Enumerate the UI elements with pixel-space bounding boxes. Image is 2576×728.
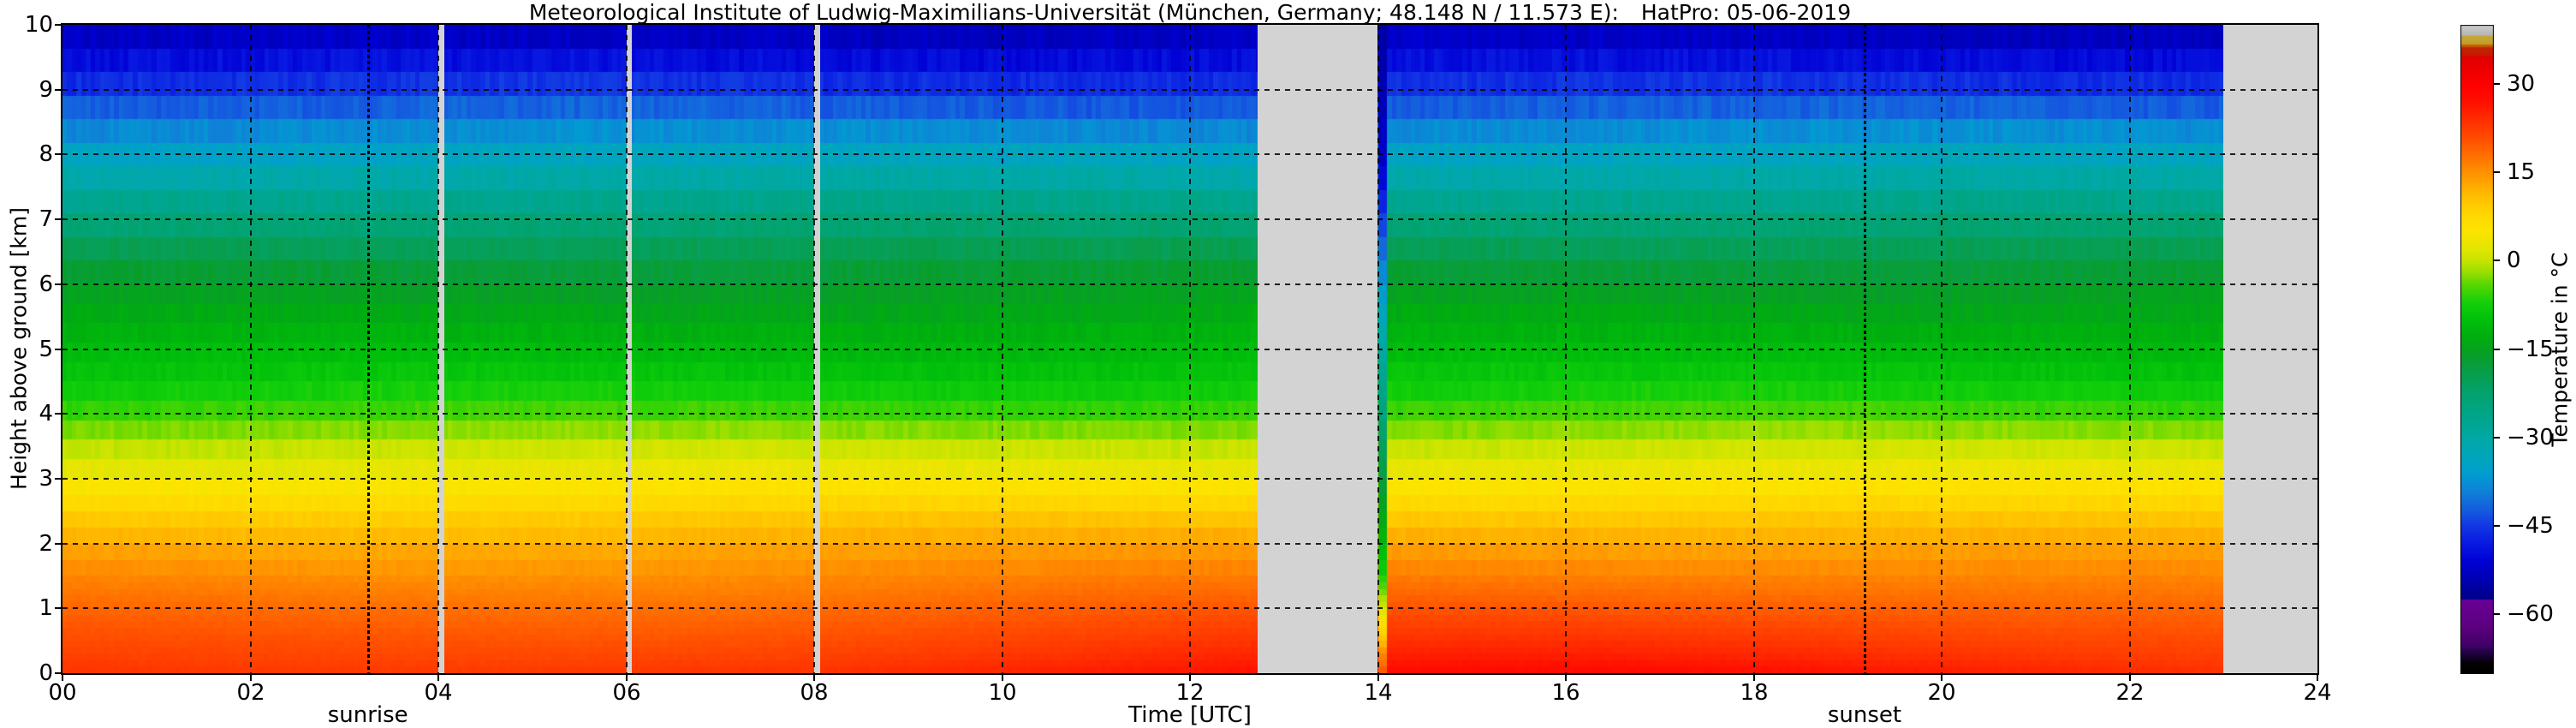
x-tick-label: 14	[1364, 680, 1393, 706]
sunset-line	[1864, 25, 1866, 673]
y-tick	[55, 607, 61, 609]
grid-line-horizontal	[62, 283, 2317, 285]
x-tick-label: 24	[2303, 680, 2332, 706]
y-tick	[55, 24, 61, 26]
y-tick-label: 0	[39, 660, 53, 686]
grid-line-horizontal	[62, 543, 2317, 545]
x-tick	[813, 675, 815, 681]
x-tick	[1753, 675, 1755, 681]
colorbar-tick-label: −45	[2507, 513, 2554, 539]
y-tick	[55, 413, 61, 415]
y-tick	[55, 283, 61, 285]
title-instrument: HatPro: 05-06-2019	[1640, 0, 1852, 25]
colorbar-canvas	[2460, 25, 2494, 674]
colorbar-tick	[2494, 613, 2500, 615]
title-institute: Meteorological Institute of Ludwig-Maxim…	[528, 0, 1619, 25]
colorbar-tick	[2494, 260, 2500, 261]
grid-line-horizontal	[62, 478, 2317, 480]
x-tick-label: 00	[48, 680, 77, 706]
x-tick	[1002, 675, 1003, 681]
x-tick-label: 16	[1551, 680, 1580, 706]
colorbar-tick	[2494, 437, 2500, 439]
x-tick-label: 08	[800, 680, 829, 706]
x-tick-label: 06	[612, 680, 641, 706]
colorbar-tick-label: 15	[2507, 159, 2536, 185]
y-tick-label: 3	[39, 466, 53, 492]
x-axis-label: Time [UTC]	[1128, 702, 1252, 728]
y-tick	[55, 672, 61, 674]
y-tick	[55, 153, 61, 155]
x-tick	[2317, 675, 2318, 681]
y-tick-label: 4	[39, 401, 53, 427]
y-tick-label: 8	[39, 141, 53, 167]
y-tick-label: 1	[39, 595, 53, 621]
colorbar-tick-label: 0	[2507, 248, 2521, 273]
x-tick-label: 22	[2115, 680, 2145, 706]
x-tick	[626, 675, 628, 681]
x-tick-label: 02	[236, 680, 265, 706]
x-tick-label: 04	[424, 680, 453, 706]
x-tick	[62, 675, 63, 681]
y-tick-label: 6	[39, 272, 53, 297]
y-tick	[55, 349, 61, 350]
grid-line-horizontal	[62, 413, 2317, 415]
x-tick	[1189, 675, 1191, 681]
colorbar-tick	[2494, 349, 2500, 350]
colorbar-tick-label: −60	[2507, 601, 2554, 627]
x-tick	[437, 675, 439, 681]
grid-line-horizontal	[62, 349, 2317, 350]
y-tick	[55, 218, 61, 220]
y-tick	[55, 89, 61, 91]
y-tick-label: 10	[24, 12, 53, 38]
grid-line-horizontal	[62, 89, 2317, 91]
sunset-label: sunset	[1827, 702, 1902, 728]
y-tick	[55, 478, 61, 480]
x-tick-label: 18	[1740, 680, 1769, 706]
sunrise-label: sunrise	[327, 702, 408, 728]
grid-line-horizontal	[62, 218, 2317, 220]
colorbar-tick-label: −30	[2507, 425, 2554, 451]
x-tick-label: 10	[988, 680, 1017, 706]
x-tick	[1377, 675, 1379, 681]
colorbar-tick-label: −15	[2507, 337, 2554, 362]
y-tick-label: 2	[39, 531, 53, 557]
colorbar-tick	[2494, 171, 2500, 173]
y-tick	[55, 543, 61, 545]
grid-line-horizontal	[62, 153, 2317, 155]
x-tick-label: 12	[1175, 680, 1205, 706]
y-tick-label: 9	[39, 77, 53, 103]
x-tick	[1941, 675, 1942, 681]
colorbar-tick	[2494, 83, 2500, 85]
y-tick-label: 5	[39, 337, 53, 362]
x-tick	[2129, 675, 2131, 681]
x-tick-label: 20	[1927, 680, 1956, 706]
colorbar-tick-label: 30	[2507, 71, 2536, 97]
x-tick	[1565, 675, 1567, 681]
sunrise-line	[367, 25, 370, 673]
page-title: Meteorological Institute of Ludwig-Maxim…	[529, 0, 1851, 25]
x-tick	[250, 675, 252, 681]
grid-line-horizontal	[62, 607, 2317, 609]
y-tick-label: 7	[39, 206, 53, 232]
colorbar-tick	[2494, 525, 2500, 527]
